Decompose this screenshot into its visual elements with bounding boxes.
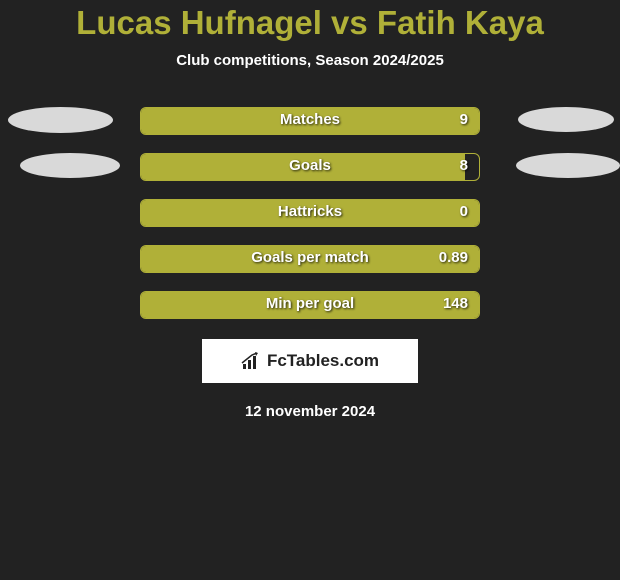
bar-track — [140, 291, 480, 319]
bar-fill — [141, 292, 479, 318]
stat-row: Matches 9 — [0, 107, 620, 137]
stats-chart: Matches 9 Goals 8 Hattricks 0 Goals per … — [0, 107, 620, 321]
bar-fill — [141, 154, 465, 180]
bar-track — [140, 153, 480, 181]
stat-row: Min per goal 148 — [0, 291, 620, 321]
logo-label: FcTables.com — [267, 351, 379, 371]
bar-track — [140, 245, 480, 273]
logo-text: FcTables.com — [241, 351, 379, 371]
bar-fill — [141, 108, 479, 134]
subtitle: Club competitions, Season 2024/2025 — [0, 52, 620, 69]
bar-fill — [141, 246, 479, 272]
comparison-card: Lucas Hufnagel vs Fatih Kaya Club compet… — [0, 0, 620, 420]
bar-fill — [141, 200, 479, 226]
source-logo: FcTables.com — [202, 339, 418, 383]
stat-row: Goals 8 — [0, 153, 620, 183]
date-text: 12 november 2024 — [0, 403, 620, 420]
chart-icon — [241, 352, 263, 370]
stat-row: Goals per match 0.89 — [0, 245, 620, 275]
page-title: Lucas Hufnagel vs Fatih Kaya — [0, 4, 620, 42]
bar-track — [140, 107, 480, 135]
bar-track — [140, 199, 480, 227]
stat-row: Hattricks 0 — [0, 199, 620, 229]
